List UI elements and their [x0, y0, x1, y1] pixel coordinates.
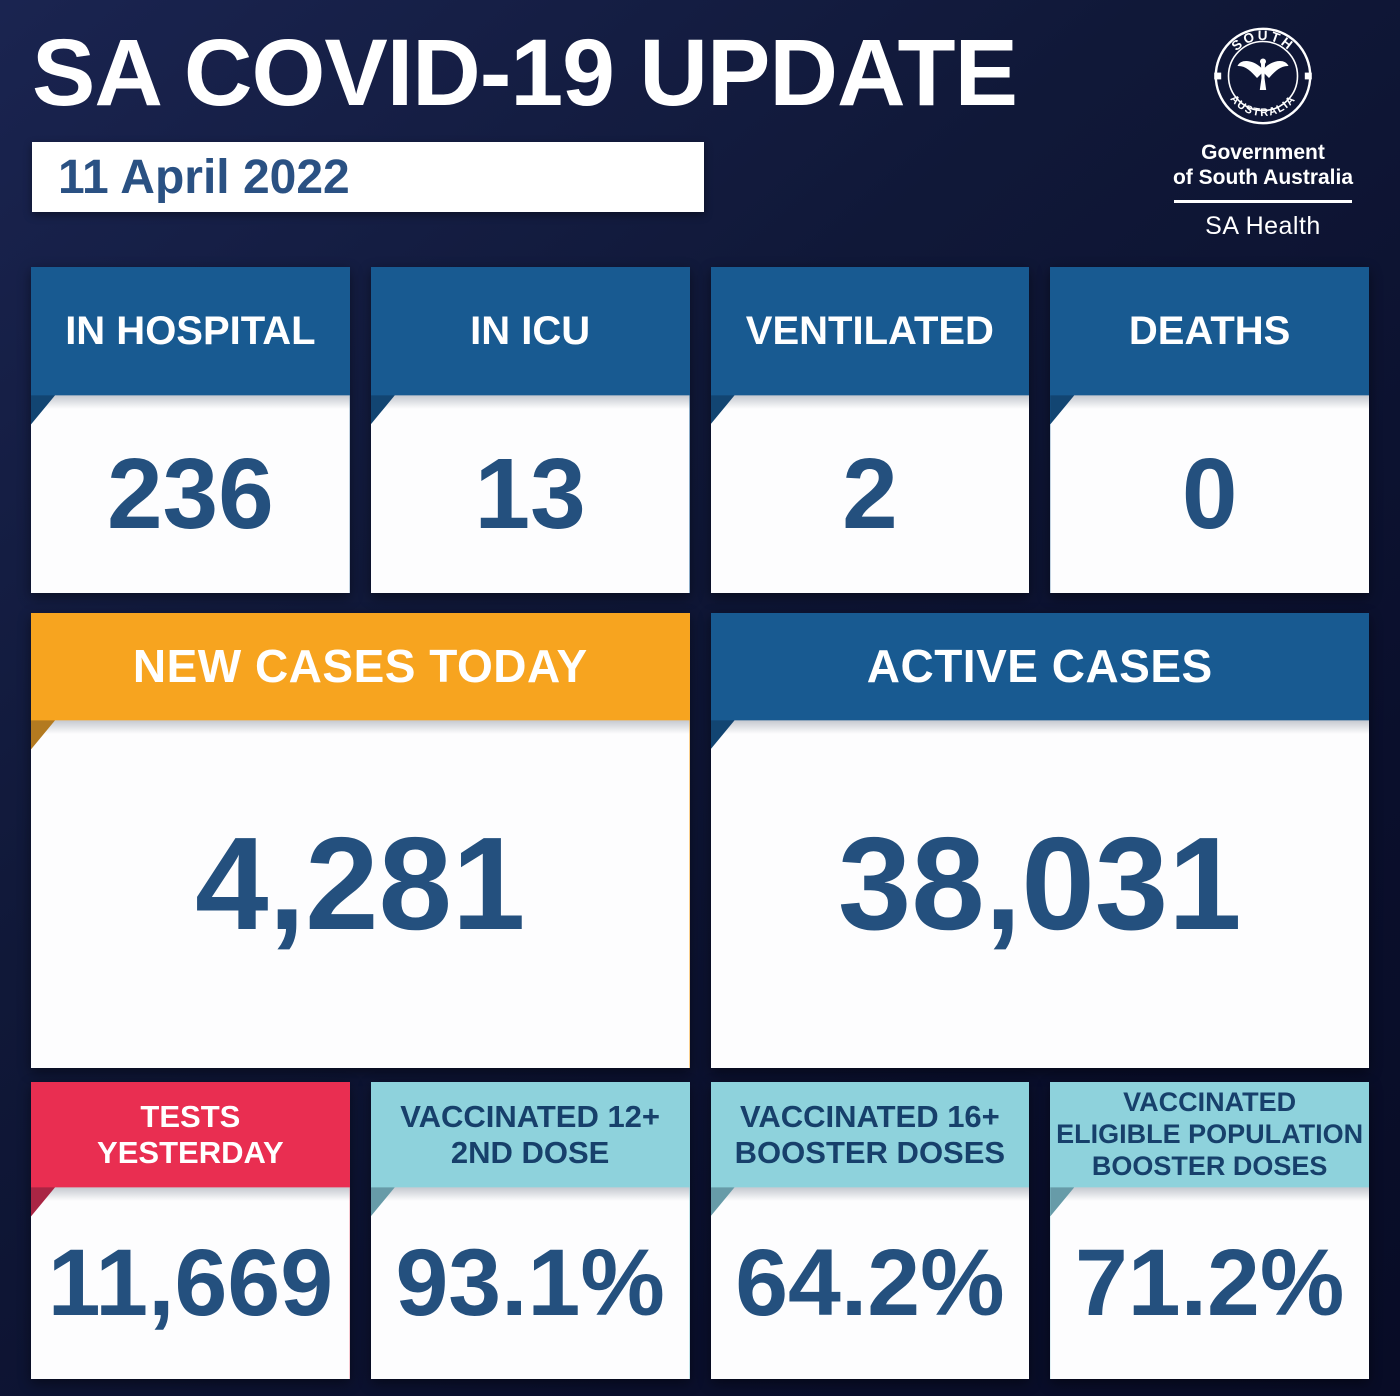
stat-value: 93.1% [395, 1229, 665, 1336]
stat-label-line: VACCINATED [1123, 1087, 1297, 1118]
stat-label: VACCINATED 12+ 2ND DOSE [400, 1099, 660, 1171]
stat-label: VACCINATED 16+ BOOSTER DOSES [735, 1099, 1005, 1171]
footer-url: sahealth.sa.gov.au/COVID-19 [997, 1392, 1367, 1396]
stat-card-tests-yesterday: TESTS YESTERDAY 11,669 [31, 1082, 350, 1380]
gov-name-line1: Government [1201, 141, 1325, 164]
stat-label: TESTS YESTERDAY [97, 1099, 284, 1171]
stat-card-ventilated: VENTILATED 2 [710, 267, 1030, 594]
card-header: IN HOSPITAL [31, 267, 350, 395]
stat-label: NEW CASES TODAY [132, 640, 588, 693]
stat-label-line: VACCINATED 12+ [400, 1098, 661, 1134]
stat-label-line: BOOSTER DOSES [734, 1134, 1006, 1170]
stat-label: IN ICU [470, 309, 591, 354]
piping-shrike-bird-icon [1237, 58, 1289, 90]
stat-label-line: TESTS [140, 1098, 241, 1134]
stat-label: IN HOSPITAL [65, 309, 316, 354]
stat-card-deaths: DEATHS 0 [1050, 267, 1369, 594]
card-header: NEW CASES TODAY [31, 613, 690, 720]
stat-label-line: ELIGIBLE POPULATION [1056, 1118, 1364, 1149]
date-banner: 11 April 2022 [32, 142, 704, 212]
card-header: DEATHS [1050, 267, 1369, 395]
stat-card-in-hospital: IN HOSPITAL 236 [31, 267, 350, 594]
card-header: TESTS YESTERDAY [31, 1082, 350, 1187]
card-body: 11,669 [31, 1187, 350, 1380]
stat-value: 38,031 [837, 809, 1242, 957]
stat-card-vaccinated-12-plus-2nd-dose: VACCINATED 12+ 2ND DOSE 93.1% [370, 1082, 690, 1380]
gov-name: Government of South Australia [1156, 140, 1370, 190]
stat-card-new-cases-today: NEW CASES TODAY 4,281 [31, 613, 690, 1069]
date-text: 11 April 2022 [58, 150, 350, 204]
gov-name-line2: of South Australia [1172, 166, 1354, 190]
card-header: ACTIVE CASES [711, 613, 1370, 720]
stat-label: DEATHS [1128, 309, 1291, 354]
card-body: 93.1% [370, 1187, 690, 1380]
stat-card-active-cases: ACTIVE CASES 38,031 [710, 613, 1370, 1069]
stat-label-line: BOOSTER DOSES [1091, 1150, 1328, 1181]
tests-vaccination-row: TESTS YESTERDAY 11,669 VACCINATED 12+ 2N… [31, 1082, 1369, 1380]
stat-value: 13 [474, 437, 586, 550]
header: SA COVID-19 UPDATE 11 April 2022 SOUTH A… [0, 0, 1400, 241]
title-column: SA COVID-19 UPDATE 11 April 2022 [32, 24, 1156, 212]
stat-value: 64.2% [735, 1229, 1005, 1336]
stat-label: VENTILATED [745, 309, 994, 354]
stat-label-line: YESTERDAY [97, 1134, 284, 1170]
card-header: IN ICU [371, 267, 690, 395]
hospital-stats-row: IN HOSPITAL 236 IN ICU 13 VENTILATED 2 [31, 267, 1369, 594]
logo-divider [1174, 200, 1352, 204]
stat-value: 2 [842, 437, 898, 550]
card-body: 0 [1050, 395, 1369, 594]
card-header: VACCINATED 16+ BOOSTER DOSES [711, 1082, 1030, 1187]
card-body: 236 [31, 395, 350, 594]
card-body: 2 [710, 395, 1030, 594]
card-body: 64.2% [710, 1187, 1030, 1380]
stat-card-vaccinated-16-plus-booster: VACCINATED 16+ BOOSTER DOSES 64.2% [710, 1082, 1030, 1380]
card-header: VENTILATED [711, 267, 1030, 395]
card-body: 71.2% [1050, 1187, 1369, 1380]
stat-value: 236 [106, 437, 274, 550]
stat-value: 11,669 [47, 1229, 334, 1336]
stat-value: 0 [1181, 437, 1238, 550]
card-header: VACCINATED 12+ 2ND DOSE [371, 1082, 690, 1187]
stat-card-in-icu: IN ICU 13 [370, 267, 690, 594]
stat-value: 4,281 [195, 809, 526, 957]
footer: sahealth.sa.gov.au/COVID-19 [0, 1392, 1367, 1396]
sa-health-label: SA Health [1205, 212, 1321, 241]
stat-label: VACCINATED ELIGIBLE POPULATION BOOSTER D… [1056, 1087, 1363, 1183]
sa-government-seal-icon: SOUTH AUSTRALIA [1214, 27, 1312, 125]
card-body: 13 [370, 395, 690, 594]
stat-card-vaccinated-eligible-population-booster: VACCINATED ELIGIBLE POPULATION BOOSTER D… [1050, 1082, 1369, 1380]
card-body: 38,031 [710, 720, 1369, 1069]
card-body: 4,281 [31, 720, 690, 1069]
svg-text:SOUTH: SOUTH [1229, 28, 1298, 54]
stat-label: ACTIVE CASES [866, 640, 1213, 693]
gov-logo: SOUTH AUSTRALIA Government of South Aust… [1156, 24, 1370, 241]
page-title: SA COVID-19 UPDATE [32, 20, 1018, 126]
stat-value: 71.2% [1074, 1229, 1345, 1336]
stat-label-line: 2ND DOSE [450, 1134, 610, 1170]
stat-label-line: VACCINATED 16+ [739, 1098, 1000, 1134]
card-header: VACCINATED ELIGIBLE POPULATION BOOSTER D… [1050, 1082, 1369, 1187]
case-stats-row: NEW CASES TODAY 4,281 ACTIVE CASES 38,03… [31, 613, 1370, 1069]
